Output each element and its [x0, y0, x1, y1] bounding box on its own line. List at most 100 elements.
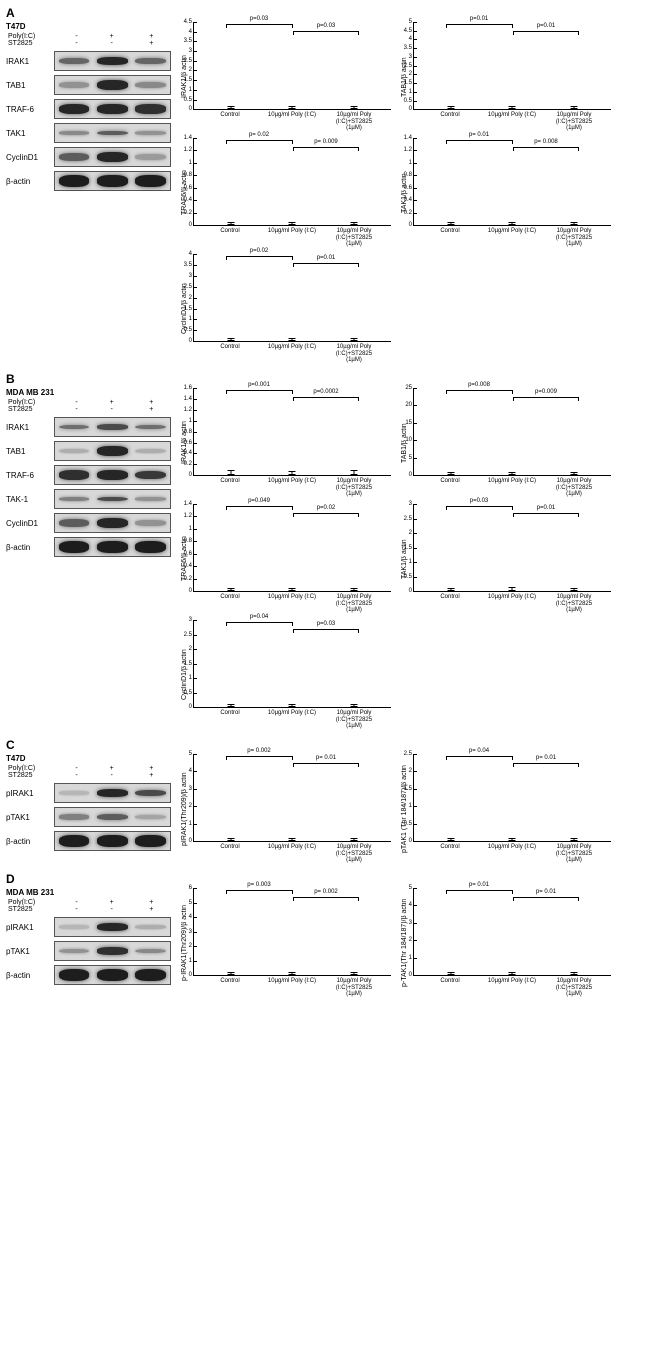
chart-ytick: 1: [394, 89, 412, 95]
chart-xlabel: 10µg/ml Poly (I:C)+ST2825 (1µM): [549, 978, 599, 998]
blot-image: [54, 51, 171, 71]
chart-ytick: 4: [394, 36, 412, 42]
chart-ytick: 5: [394, 885, 412, 891]
treatment-header-table: Poly(I:C)-++ST2825--+: [6, 399, 171, 413]
blot-protein-label: IRAK1: [6, 57, 54, 66]
western-blot-row: β-actin: [6, 965, 171, 985]
chart-ytick: 2: [394, 530, 412, 536]
chart-ytick: 0: [174, 588, 192, 594]
cell-line-label: MDA MB 231: [6, 888, 171, 897]
chart-xlabel: 10µg/ml Poly (I:C)+ST2825 (1µM): [549, 844, 599, 864]
chart-ytick: 0.2: [174, 210, 192, 216]
western-blot-row: β-actin: [6, 831, 171, 851]
chart-ytick: 0.2: [174, 461, 192, 467]
western-blot-column: T47DPoly(I:C)-++ST2825--+pIRAK1pTAK1β-ac…: [6, 754, 171, 864]
chart-ytick: 4: [174, 29, 192, 35]
bar-chart: pIRAK1(Thr209)/β actin012345p= 0.002p= 0…: [181, 754, 391, 864]
chart-ytick: 4.5: [174, 19, 192, 25]
cell-line-label: T47D: [6, 754, 171, 763]
chart-xlabel: 10µg/ml Poly (I:C)+ST2825 (1µM): [329, 594, 379, 614]
blot-protein-label: TAB1: [6, 447, 54, 456]
blot-image: [54, 489, 171, 509]
bar-chart: p-IRAK1(Thr209)/β actin0123456p= 0.003p=…: [181, 888, 391, 998]
chart-ytick: 0: [174, 972, 192, 978]
blot-image: [54, 537, 171, 557]
blot-image: [54, 513, 171, 533]
charts-row: pIRAK1(Thr209)/β actin012345p= 0.002p= 0…: [181, 754, 644, 864]
chart-ytick: 2: [174, 646, 192, 652]
chart-xlabel: 10µg/ml Poly (I:C)+ST2825 (1µM): [549, 112, 599, 132]
chart-ytick: 2: [174, 295, 192, 301]
chart-ytick: 20: [394, 402, 412, 408]
chart-xlabel: 10µg/ml Poly (I:C)+ST2825 (1µM): [329, 978, 379, 998]
chart-ytick: 0: [174, 222, 192, 228]
western-blot-row: TAK-1: [6, 489, 171, 509]
chart-xlabel: Control: [205, 594, 255, 614]
western-blot-row: pTAK1: [6, 807, 171, 827]
chart-ytick: 3: [174, 617, 192, 623]
chart-ytick: 0.2: [394, 210, 412, 216]
charts-column: pIRAK1(Thr209)/β actin012345p= 0.002p= 0…: [181, 754, 644, 864]
chart-ytick: 3.5: [174, 38, 192, 44]
chart-pvalue: p=0.02: [250, 248, 269, 254]
chart-pvalue: p=0.009: [535, 389, 557, 395]
figure-panel-b: BMDA MB 231Poly(I:C)-++ST2825--+IRAK1TAB…: [0, 366, 650, 732]
bar-chart: TAB1/β actin00.511.522.533.544.55p=0.01p…: [401, 22, 611, 132]
chart-ytick: 5: [394, 19, 412, 25]
chart-pvalue: p=0.01: [537, 23, 556, 29]
chart-xlabel: Control: [205, 844, 255, 864]
chart-ytick: 10: [394, 437, 412, 443]
blot-image: [54, 171, 171, 191]
chart-ytick: 0: [394, 222, 412, 228]
chart-xlabel: Control: [425, 844, 475, 864]
chart-plot-area: 00.511.522.5p= 0.04p= 0.01: [413, 754, 611, 842]
chart-ytick: 1.2: [174, 407, 192, 413]
chart-xlabel: Control: [205, 112, 255, 132]
chart-ytick: 0.4: [174, 563, 192, 569]
chart-ytick: 0: [174, 106, 192, 112]
blot-image: [54, 417, 171, 437]
charts-row: CyclinD1/β actin00.511.522.533.54p=0.02p…: [181, 254, 644, 364]
blot-image: [54, 783, 171, 803]
chart-ytick: 3.5: [174, 262, 192, 268]
chart-ytick: 0: [394, 838, 412, 844]
chart-ytick: 0.2: [174, 576, 192, 582]
chart-xlabel: 10µg/ml Poly (I:C)+ST2825 (1µM): [549, 228, 599, 248]
panel-label: A: [6, 6, 644, 20]
chart-ytick: 5: [174, 751, 192, 757]
blot-image: [54, 123, 171, 143]
chart-xlabel: Control: [205, 478, 255, 498]
blot-protein-label: TAB1: [6, 81, 54, 90]
western-blot-column: MDA MB 231 Poly(I:C)-++ST2825--+ IRAK1 TAB1…: [6, 388, 171, 730]
bar-chart: TAB1/β actin0510152025p=0.008p=0.009Cont…: [401, 388, 611, 498]
chart-pvalue: p=0.03: [317, 23, 336, 29]
chart-xlabel: 10µg/ml Poly (I:C): [267, 228, 317, 248]
chart-xlabel: 10µg/ml Poly (I:C)+ST2825 (1µM): [329, 710, 379, 730]
chart-ytick: 1.2: [174, 147, 192, 153]
chart-pvalue: p= 0.01: [316, 755, 336, 761]
chart-pvalue: p= 0.002: [247, 748, 271, 754]
charts-row: CyclinD1/β actin00.511.522.53p=0.04p=0.0…: [181, 620, 644, 730]
chart-ytick: 0.8: [174, 429, 192, 435]
blot-protein-label: IRAK1: [6, 423, 54, 432]
blot-protein-label: pIRAK1: [6, 923, 54, 932]
chart-ytick: 1: [394, 559, 412, 565]
chart-plot-area: 0123456p= 0.003p= 0.002: [193, 888, 391, 976]
chart-ytick: 2: [394, 937, 412, 943]
chart-ytick: 2: [394, 71, 412, 77]
cell-line-label: MDA MB 231: [6, 388, 171, 397]
chart-xlabel: 10µg/ml Poly (I:C): [487, 112, 537, 132]
chart-pvalue: p=0.01: [537, 505, 556, 511]
blot-protein-label: TRAF-6: [6, 105, 54, 114]
chart-ytick: 0: [174, 704, 192, 710]
chart-pvalue: p=0.01: [470, 16, 489, 22]
chart-xlabel: 10µg/ml Poly (I:C): [267, 978, 317, 998]
chart-ytick: 4.5: [394, 28, 412, 34]
blot-protein-label: CyclinD1: [6, 153, 54, 162]
chart-plot-area: 00.511.522.53p=0.03p=0.01: [413, 504, 611, 592]
chart-ytick: 1.4: [174, 501, 192, 507]
chart-pvalue: p= 0.01: [469, 882, 489, 888]
western-blot-row: pTAK1: [6, 941, 171, 961]
blot-image: [54, 147, 171, 167]
chart-pvalue: p=0.01: [317, 255, 336, 261]
